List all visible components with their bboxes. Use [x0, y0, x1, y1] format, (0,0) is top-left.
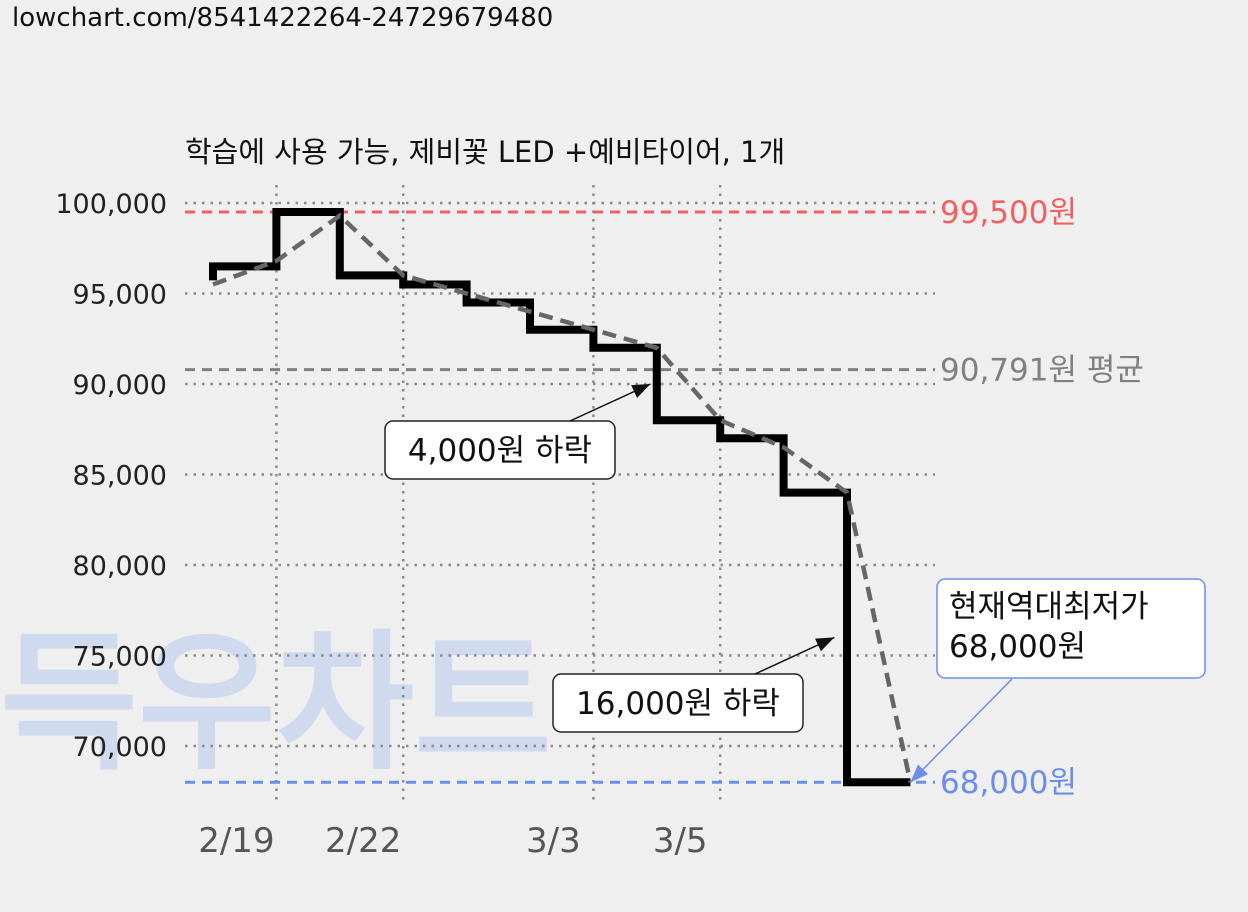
reference-label: 68,000원: [940, 765, 1077, 801]
series-layer: [209, 208, 913, 787]
callout: 현재역대최저가 68,000원: [909, 578, 1206, 783]
callout-text: 68,000원: [949, 629, 1086, 665]
y-tick-label: 85,000: [73, 461, 167, 492]
y-tick-label: 70,000: [73, 732, 167, 763]
reference-label: 99,500원: [940, 195, 1077, 231]
price-step-line: [209, 208, 911, 787]
reference-label: 90,791원 평균: [940, 353, 1144, 389]
callout-arrowhead: [910, 764, 929, 783]
callout-text: 16,000원 하락: [576, 686, 780, 722]
x-tick-label: 3/3: [526, 821, 581, 861]
callout-box: [936, 578, 1206, 679]
x-tick-label: 3/5: [653, 821, 708, 861]
callout-arrow-line: [909, 678, 1013, 783]
y-tick-label: 75,000: [73, 642, 167, 673]
source-url: lowchart.com/8541422264-24729679480: [12, 3, 553, 33]
annotations: 4,000원 하락 16,000원 하락 현재역대최저가 68,000원: [384, 383, 1206, 783]
y-tick-label: 95,000: [73, 280, 167, 311]
reference-lines: 99,500원 90,791원 평균 68,000원: [185, 195, 1144, 801]
callout: 4,000원 하락: [384, 383, 651, 480]
y-tick-label: 100,000: [55, 189, 167, 220]
callout-box: [552, 673, 804, 733]
x-tick-label: 2/22: [325, 821, 401, 861]
callout-arrowhead: [815, 637, 835, 652]
trend-dashed-line: [212, 212, 913, 783]
callout-arrowhead: [631, 384, 651, 398]
y-tick-label: 80,000: [73, 551, 167, 582]
callout: 16,000원 하락: [552, 636, 835, 733]
callout-box: [384, 420, 616, 480]
callout-text: 4,000원 하락: [408, 433, 592, 469]
axis-labels: 70,000 75,000 80,000 85,000 90,000 95,000 100,…: [55, 189, 707, 861]
y-tick-label: 90,000: [73, 370, 167, 401]
callout-text: 현재역대최저가: [949, 589, 1149, 625]
chart-title: 학습에 사용 가능, 제비꽃 LED +예비타이어, 1개: [185, 135, 785, 169]
x-tick-label: 2/19: [198, 821, 274, 861]
